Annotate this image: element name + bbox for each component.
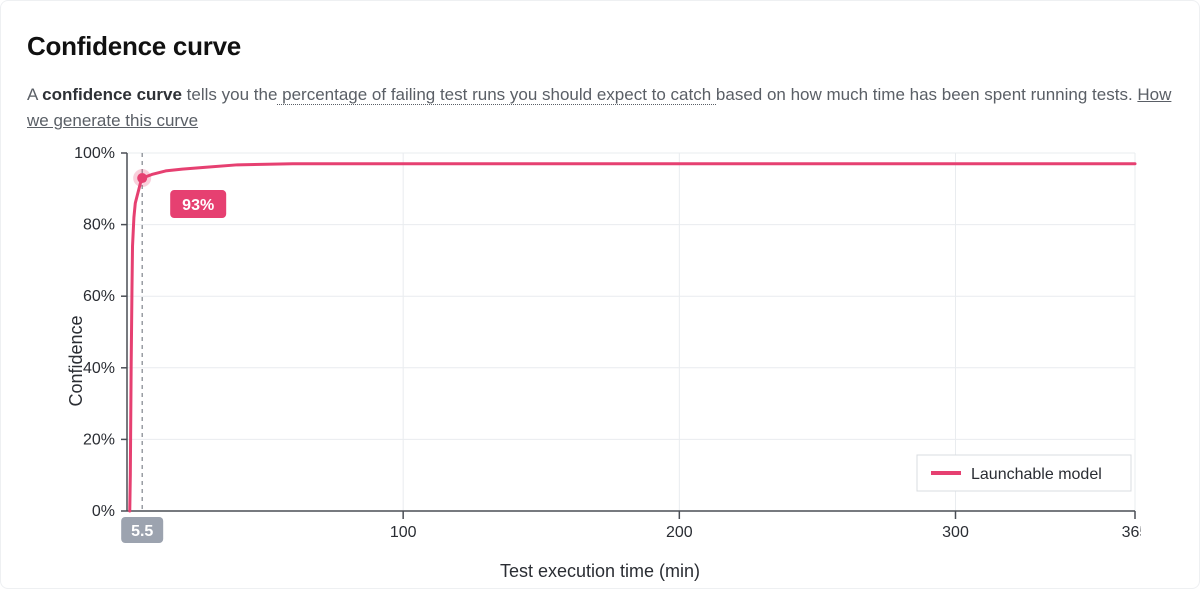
confidence-chart: Confidence Test execution time (min) 0% 2… bbox=[31, 141, 1169, 580]
page-title: Confidence curve bbox=[27, 31, 1173, 62]
description: A confidence curve tells you the percent… bbox=[27, 82, 1173, 135]
legend-label: Launchable model bbox=[971, 466, 1102, 483]
svg-text:300: 300 bbox=[942, 524, 969, 541]
y-axis-title: Confidence bbox=[66, 315, 87, 406]
svg-text:20%: 20% bbox=[83, 431, 115, 448]
svg-text:100: 100 bbox=[390, 524, 417, 541]
svg-text:80%: 80% bbox=[83, 217, 115, 234]
confidence-curve-card: Confidence curve A confidence curve tell… bbox=[0, 0, 1200, 589]
svg-text:60%: 60% bbox=[83, 288, 115, 305]
svg-text:100%: 100% bbox=[74, 145, 115, 162]
svg-text:0%: 0% bbox=[92, 503, 115, 520]
x-axis-title: Test execution time (min) bbox=[500, 561, 700, 582]
svg-text:40%: 40% bbox=[83, 360, 115, 377]
confidence-callout-text: 93% bbox=[182, 197, 214, 214]
chart-svg: 0% 20% 40% 60% 80% 100% 100 200 300 365 93% 5.5 Laun… bbox=[31, 141, 1141, 561]
svg-text:200: 200 bbox=[666, 524, 693, 541]
svg-text:365: 365 bbox=[1122, 524, 1141, 541]
time-callout-text: 5.5 bbox=[131, 523, 153, 540]
marker-dot[interactable] bbox=[137, 173, 147, 183]
